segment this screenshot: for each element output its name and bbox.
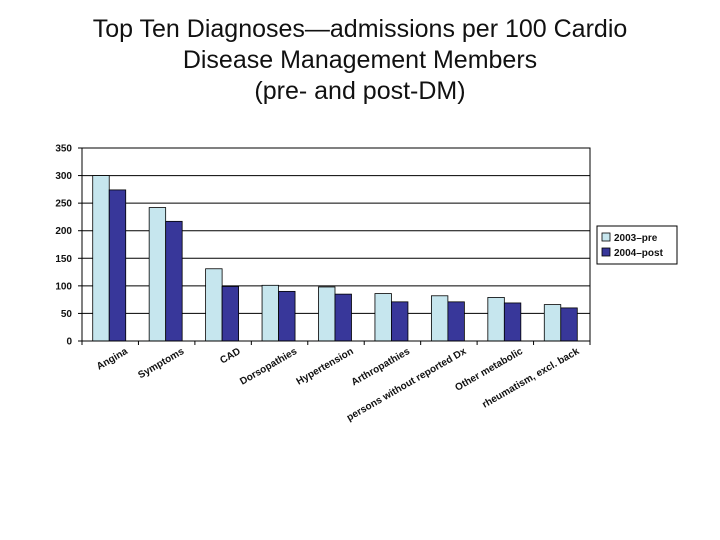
x-tick-labels: Angina Symptoms CADDorsopathiesHypertensio… [95,346,582,424]
bar-pre [430,295,449,342]
legend-swatch [601,247,611,257]
y-tick-label: 100 [55,281,72,292]
bar-pre [148,207,167,342]
bars [92,175,578,342]
x-tick-label: Hypertension [295,346,356,387]
legend-label: 2004–post [614,248,664,259]
y-tick-label: 50 [61,309,73,320]
bar-post [447,301,465,342]
bar-post [334,293,352,342]
bar-pre [92,175,110,342]
bar-pre [205,268,223,342]
legend-swatch [601,232,611,242]
y-tick-label: 250 [55,199,72,210]
chart-title-line-1: Top Ten Diagnoses—admissions per 100 Car… [92,15,628,43]
y-tick-label: 300 [55,171,72,182]
bar-post [108,189,127,342]
x-tick-label: rheumatism, excl. back [480,346,581,411]
y-tick-label: 200 [55,226,72,237]
y-tick-labels: 0 50 100 150 200 250 300 350 [55,144,72,348]
x-tick-label: CAD [218,346,242,366]
y-tick-label: 350 [55,144,72,155]
chart-title-line-2: Disease Management Members [182,46,538,74]
chart-title-line-3: (pre- and post-DM) [254,77,466,105]
bar-post [503,302,522,342]
bar-post [221,286,240,342]
legend-label: 2003–pre [614,233,658,244]
plot-area-frame [81,147,591,342]
bar-post [560,307,578,342]
x-tick-label: Dorsopathies [238,346,299,388]
legend: 2003–pre 2004–post [596,225,678,265]
axes [78,147,591,345]
bar-post [165,220,183,342]
bar-post [278,290,296,342]
bar-pre [318,286,336,342]
bar-pre [487,297,505,342]
x-tick-label: Symptoms [136,346,186,381]
y-tick-label: 0 [66,337,72,348]
bar-pre [374,293,392,342]
legend-box [596,225,678,265]
y-tick-label: 150 [55,254,72,265]
bar-post [391,301,409,342]
x-tick-label: Angina [95,346,130,373]
bar-pre [261,284,279,342]
chart-title: Top Ten Diagnoses—admissions per 100 Car… [0,14,720,107]
bar-pre [543,304,562,342]
